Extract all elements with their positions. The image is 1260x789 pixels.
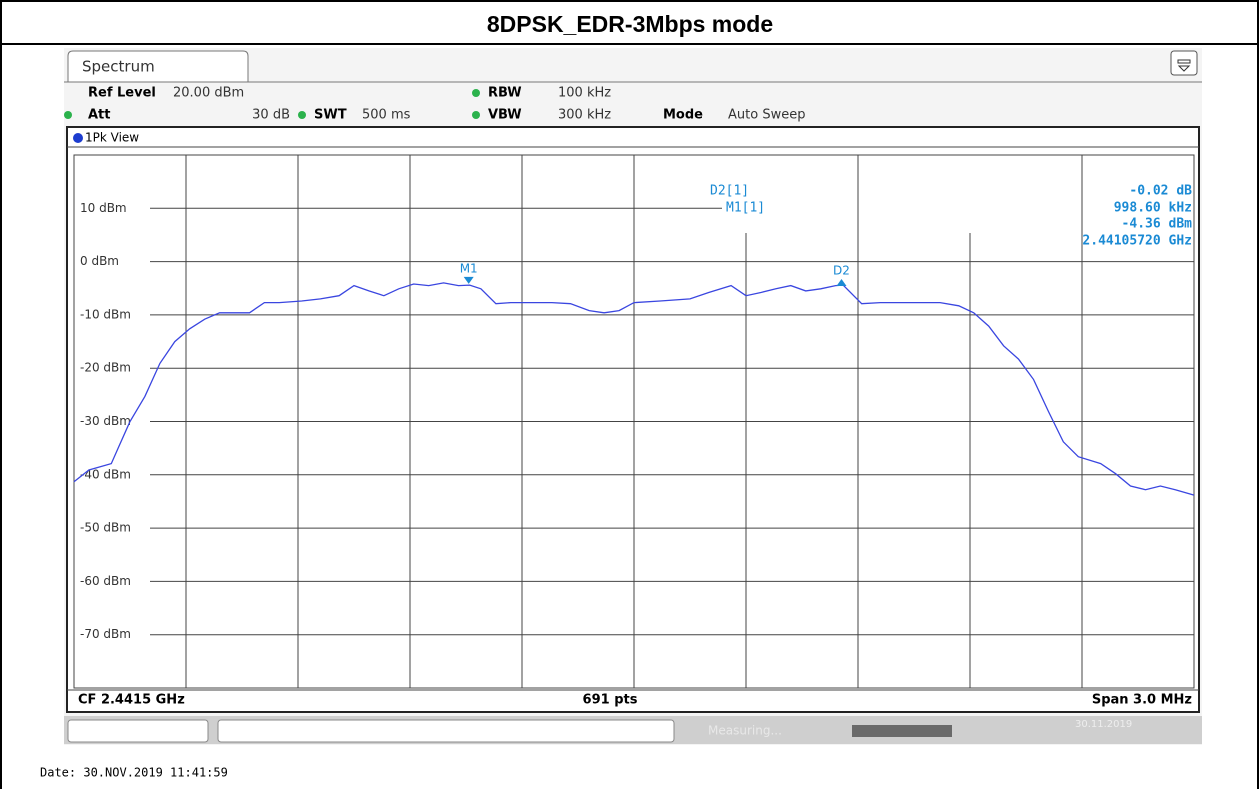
readout-name: M1[1]: [726, 201, 765, 216]
setting-label: SWT: [314, 108, 347, 123]
y-tick-label: -30 dBm: [80, 414, 131, 428]
readout-value: -0.02 dB: [1129, 184, 1192, 199]
status-date: 30.11.2019: [1075, 719, 1132, 730]
footer-center: 691 pts: [583, 693, 638, 708]
setting-value: 500 ms: [362, 108, 411, 123]
y-tick-label: -70 dBm: [80, 627, 131, 641]
indicator: [472, 89, 480, 97]
y-tick-label: -60 dBm: [80, 574, 131, 588]
marker: [836, 278, 847, 286]
y-tick-label: -40 dBm: [80, 467, 131, 481]
setting-label: VBW: [488, 108, 522, 123]
footer-right: Span 3.0 MHz: [1092, 693, 1192, 708]
status-box: [217, 719, 675, 743]
date-line: Date: 30.NOV.2019 11:41:59: [40, 766, 228, 780]
marker: [463, 276, 474, 284]
status-box: [67, 719, 209, 743]
tab-label: Spectrum: [82, 58, 155, 76]
y-tick-label: 0 dBm: [80, 254, 119, 268]
y-tick-label: -10 dBm: [80, 307, 131, 321]
marker-label: D2: [833, 263, 850, 277]
progress-bar: [852, 725, 952, 737]
indicator: [472, 111, 480, 119]
setting-value: 20.00 dBm: [173, 86, 244, 101]
view-label: 1Pk View: [85, 131, 139, 145]
readout-name: D2[1]: [710, 184, 749, 199]
trace: [73, 282, 1195, 496]
header-title: 8DPSK_EDR-3Mbps mode: [487, 11, 773, 37]
y-tick-label: 10 dBm: [80, 201, 127, 215]
footer-left: CF 2.4415 GHz: [78, 693, 185, 708]
readout-value: 998.60 kHz: [1114, 201, 1192, 216]
setting-value: 100 kHz: [558, 86, 611, 101]
setting-label: RBW: [488, 86, 522, 101]
readout-value: -4.36 dBm: [1122, 217, 1193, 232]
indicator: [298, 111, 306, 119]
setting-value: 300 kHz: [558, 108, 611, 123]
setting-value: Auto Sweep: [728, 108, 805, 123]
view-indicator: [73, 133, 83, 143]
marker-label: M1: [460, 261, 478, 275]
setting-label: Mode: [663, 108, 703, 123]
tab[interactable]: [67, 50, 249, 82]
readout-value: 2.44105720 GHz: [1082, 234, 1192, 249]
setting-label: Ref Level: [88, 86, 156, 101]
indicator: [64, 111, 72, 119]
y-tick-label: -50 dBm: [80, 521, 131, 535]
setting-value: 30 dB: [252, 108, 290, 123]
y-tick-label: -20 dBm: [80, 361, 131, 375]
menu-icon: [1177, 59, 1191, 72]
status-text: Measuring...: [708, 724, 782, 738]
setting-label: Att: [88, 108, 111, 123]
